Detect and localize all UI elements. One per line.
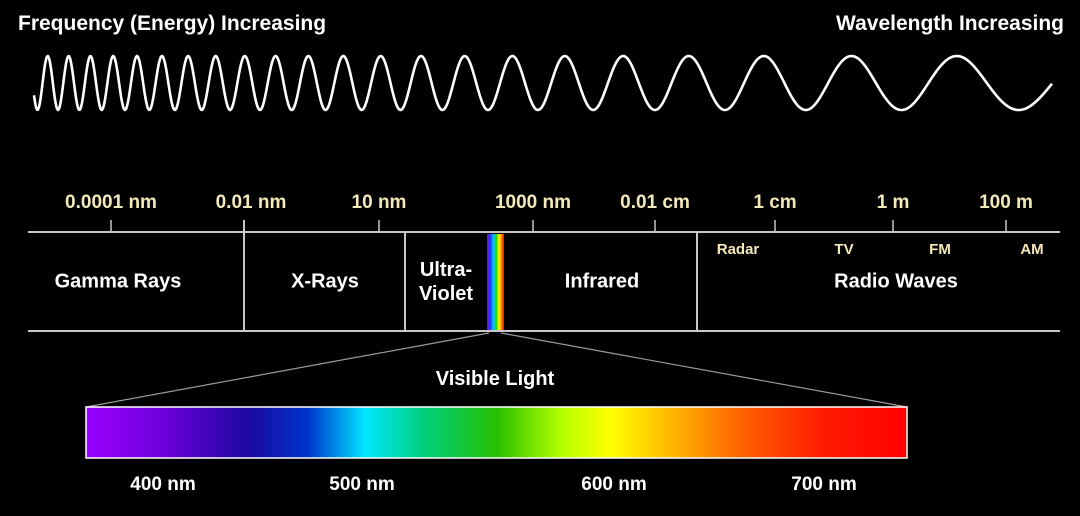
band-gamma-rays: Gamma Rays	[54, 270, 182, 293]
visible-light-title: Visible Light	[435, 368, 555, 390]
radio-sub-radar: Radar	[716, 241, 760, 258]
visible-tick-600nm: 600 nm	[581, 474, 647, 495]
visible-tick-400nm: 400 nm	[130, 474, 196, 495]
visible-projection-right	[500, 332, 908, 408]
band-x-rays: X-Rays	[291, 270, 359, 293]
scale-ticks	[110, 220, 1007, 232]
band-radio-waves: Radio Waves	[834, 270, 958, 293]
radio-sub-am: AM	[1020, 241, 1044, 258]
visible-strip	[487, 234, 504, 330]
scale-label-10nm: 10 nm	[351, 192, 407, 213]
scale-label-1000nm: 1000 nm	[494, 192, 572, 213]
frequency-increasing-label: Frequency (Energy) Increasing	[18, 12, 327, 35]
visible-projection-left	[85, 332, 490, 408]
scale-label-1m: 1 m	[876, 192, 910, 213]
visible-tick-500nm: 500 nm	[329, 474, 395, 495]
visible-spectrum-bar	[85, 406, 908, 459]
electromagnetic-wave	[32, 54, 1054, 112]
scale-label-0-01cm: 0.01 cm	[620, 192, 690, 213]
band-ultraviolet-line1: Ultra-	[419, 259, 473, 281]
band-dividers	[243, 220, 698, 331]
wavelength-increasing-label: Wavelength Increasing	[836, 12, 1064, 35]
scale-label-0-01nm: 0.01 nm	[215, 192, 287, 213]
scale-label-1cm: 1 cm	[753, 192, 797, 213]
scale-label-100m: 100 m	[979, 192, 1033, 213]
visible-tick-700nm: 700 nm	[791, 474, 857, 495]
band-ultraviolet: Ultra- Violet	[419, 258, 473, 306]
radio-sub-fm: FM	[929, 241, 951, 258]
scale-label-0-0001nm: 0.0001 nm	[65, 192, 157, 213]
band-ultraviolet-line2: Violet	[418, 283, 474, 305]
band-infrared: Infrared	[564, 270, 640, 293]
radio-sub-tv: TV	[834, 241, 854, 258]
